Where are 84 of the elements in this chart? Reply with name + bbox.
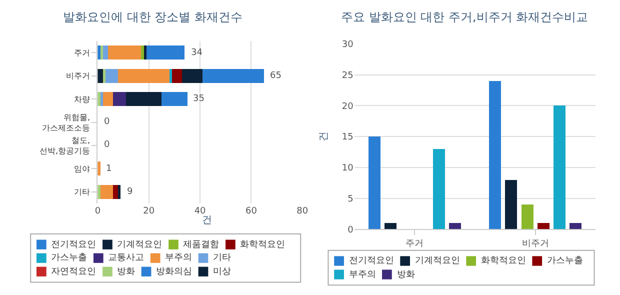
chart-title: 발화요인에 대한 장소별 화재건수 (63, 10, 242, 24)
bar (144, 46, 146, 60)
legend-label: 화학적요인 (240, 240, 285, 250)
legend-label: 방화 (117, 267, 135, 277)
bar (141, 46, 144, 60)
bar (448, 222, 461, 230)
legend-label: 교통사고 (108, 253, 144, 263)
bar (570, 222, 582, 230)
bar (102, 46, 108, 60)
y-axis-title: 건 (318, 131, 330, 142)
legend-label: 부주의 (165, 253, 192, 263)
bar (113, 184, 118, 199)
y-tick-label: 15 (342, 132, 354, 143)
bar (118, 184, 121, 199)
total-label: 1 (106, 164, 112, 174)
bar (505, 180, 518, 230)
legend-label: 화학적요인 (481, 256, 526, 266)
bar (118, 68, 170, 83)
bar (98, 162, 100, 176)
x-tick-label: 20 (143, 206, 155, 216)
x-axis-title: 건 (202, 215, 212, 226)
y-tick-label: 철도,선박,항공기등 (40, 136, 90, 156)
bar (105, 68, 118, 83)
legend-label: 전기적요인 (349, 256, 394, 266)
bar (102, 68, 106, 83)
legend-label: 전기적요인 (51, 240, 96, 250)
y-tick-label: 25 (342, 70, 354, 81)
bar (98, 184, 100, 199)
legend-label: 가스누출 (51, 253, 87, 263)
bar (172, 68, 182, 83)
bar (432, 148, 445, 230)
legend-label: 가스누출 (547, 256, 583, 266)
total-label: 9 (127, 187, 133, 197)
legend-label: 방화의심 (156, 267, 192, 277)
total-label: 34 (191, 48, 203, 58)
legend-label: 기계적요인 (117, 240, 162, 250)
bar (489, 80, 502, 230)
y-tick-label: 주거 (74, 48, 90, 58)
y-tick-label: 0 (348, 225, 354, 236)
y-tick-label: 5 (348, 194, 354, 204)
bar (553, 106, 566, 230)
y-tick-label: 10 (342, 164, 354, 174)
chart-title: 주요 발화요인 대한 주거,비주거 화재건수비교 (341, 10, 588, 24)
x-tick-label: 40 (194, 206, 206, 216)
bar (100, 92, 103, 106)
total-label: 0 (104, 117, 110, 127)
bar (162, 92, 188, 106)
x-tick-label: 0 (94, 206, 101, 216)
y-tick-label: 30 (342, 40, 354, 50)
legend-label: 기타 (213, 253, 231, 263)
bar (100, 184, 114, 199)
bar (146, 46, 185, 60)
y-tick-label: 비주거 (66, 72, 90, 81)
bar (202, 68, 264, 83)
bar (384, 222, 397, 230)
legend-label: 기계적요인 (415, 256, 460, 266)
total-label: 65 (270, 71, 282, 81)
bar (102, 92, 114, 106)
total-label: 35 (193, 94, 204, 104)
legend-label: 방화 (397, 270, 415, 280)
legend-label: 제품결함 (183, 240, 219, 250)
bar (182, 68, 203, 83)
x-tick-label: 60 (245, 206, 258, 216)
y-tick-label: 차량 (74, 94, 90, 104)
y-tick-label: 임야 (74, 164, 90, 174)
bar (98, 92, 100, 106)
bar (126, 92, 162, 106)
total-label: 0 (104, 140, 110, 150)
bar (98, 46, 100, 60)
bar (521, 204, 534, 230)
legend-label: 부주의 (349, 270, 376, 280)
bar (100, 46, 103, 60)
bar (537, 222, 550, 230)
y-tick-label: 20 (342, 102, 354, 112)
x-tick-label: 80 (296, 206, 308, 216)
bar (108, 46, 142, 60)
legend-label: 미상 (213, 267, 231, 277)
y-tick-label: 기타 (74, 188, 90, 197)
y-tick-label: 위험물,가스제조소등 (42, 112, 90, 132)
bar (169, 68, 172, 83)
bar (113, 92, 126, 106)
legend-label: 자연적요인 (51, 267, 96, 277)
bar (98, 68, 103, 83)
bar (368, 136, 380, 230)
